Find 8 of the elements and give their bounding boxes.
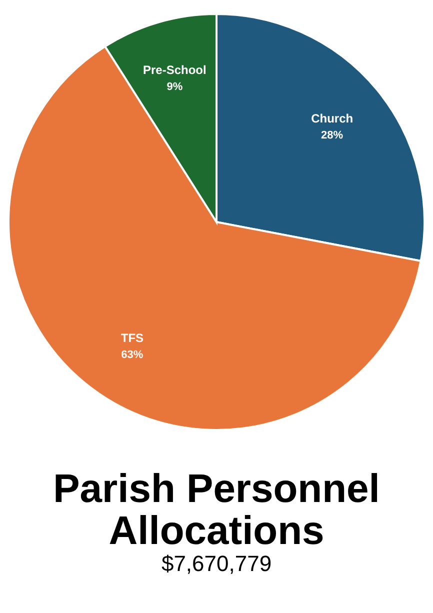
data-label: 63% <box>121 349 144 362</box>
slice-label: Church <box>311 111 354 126</box>
data-label: 9% <box>166 80 183 93</box>
data-label: 28% <box>321 129 344 142</box>
text: Parish Personnel Allocations <box>53 467 380 553</box>
slice-label: TFS <box>120 331 144 346</box>
text: $7,670,779 <box>161 551 272 576</box>
slice-label: Pre-School <box>142 62 206 77</box>
